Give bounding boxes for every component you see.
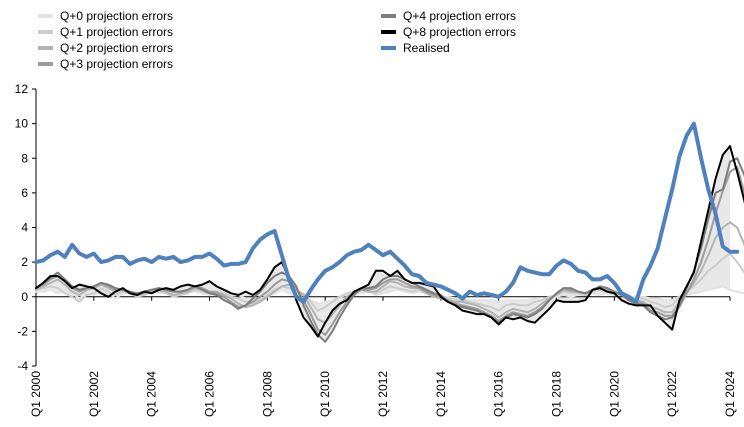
x-tick-label: Q1 2016 xyxy=(492,371,506,417)
x-tick-label: Q1 2010 xyxy=(318,371,332,417)
series-line-6 xyxy=(34,121,740,304)
x-tick-label: Q1 2004 xyxy=(145,371,159,417)
legend-label-realised: Realised xyxy=(403,41,450,55)
legend-swatch-q1 xyxy=(38,30,53,34)
y-tick-label: 12 xyxy=(15,82,29,96)
x-tick-label: Q1 2012 xyxy=(376,371,390,417)
y-tick-label: 8 xyxy=(21,151,28,165)
x-tick-label: Q1 2024 xyxy=(723,371,737,417)
y-tick-label: 4 xyxy=(21,221,28,235)
legend-swatch-q3 xyxy=(38,62,53,66)
legend-swatch-q0 xyxy=(38,14,53,18)
legend-label-q3: Q+3 projection errors xyxy=(60,57,174,71)
axis-layer xyxy=(32,88,731,367)
x-tick-label: Q1 2022 xyxy=(665,371,679,417)
legend-swatch-realised xyxy=(381,46,396,50)
legend-swatch-q4 xyxy=(381,14,396,18)
x-tick-label: Q1 2020 xyxy=(607,371,621,417)
y-tick-label: 6 xyxy=(21,186,28,200)
legend-label-q2: Q+2 projection errors xyxy=(60,41,174,55)
legend-swatch-q2 xyxy=(38,46,53,50)
x-tick-label: Q1 2006 xyxy=(203,371,217,417)
legend-label-q1: Q+1 projection errors xyxy=(60,25,174,39)
tick-label-layer: -4 -2 0 2 4 6 8 10 12 Q1 2000 Q1 2002 Q1 2004 Q1 200… xyxy=(15,82,737,417)
series-line-5 xyxy=(35,145,744,338)
legend-label-q8: Q+8 projection errors xyxy=(403,25,517,39)
y-tick-label: -2 xyxy=(17,324,28,338)
x-tick-label: Q1 2000 xyxy=(29,371,43,417)
y-tick-label: 10 xyxy=(15,117,29,131)
x-tick-label: Q1 2014 xyxy=(434,371,448,417)
error-band-layer xyxy=(36,146,730,342)
legend-swatch-q8 xyxy=(381,30,396,34)
y-tick-label: 0 xyxy=(21,290,28,304)
x-tick-label: Q1 2018 xyxy=(550,371,564,417)
legend-label-q0: Q+0 projection errors xyxy=(60,9,174,23)
legend-label-q4: Q+4 projection errors xyxy=(403,9,517,23)
error-band xyxy=(36,146,730,342)
series-layer xyxy=(34,121,744,343)
y-tick-label: -4 xyxy=(17,359,28,373)
x-tick-label: Q1 2002 xyxy=(87,371,101,417)
series-line-2 xyxy=(35,221,744,324)
x-tick-label: Q1 2008 xyxy=(260,371,274,417)
y-tick-label: 2 xyxy=(21,255,28,269)
